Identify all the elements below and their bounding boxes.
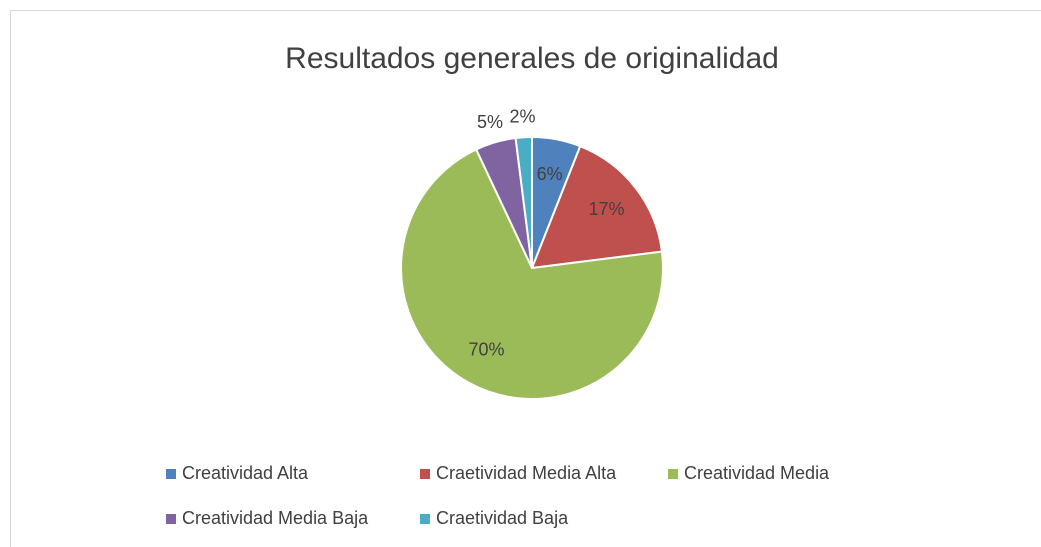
pie-slice [400, 148, 664, 400]
legend-label: Creatividad Media Baja [182, 508, 369, 528]
chart-title: Resultados generales de originalidad [285, 42, 779, 75]
legend-label: Craetividad Baja [436, 508, 569, 528]
pie-slice [514, 135, 533, 269]
legend-label: Creatividad Alta [182, 463, 309, 483]
data-label: 5% [477, 112, 503, 132]
legend-label: Craetividad Media Alta [436, 463, 617, 483]
data-label: 2% [510, 106, 536, 126]
legend-swatch [166, 469, 176, 479]
legend-swatch [420, 469, 430, 479]
legend-swatch [668, 469, 678, 479]
legend-swatch [166, 514, 176, 524]
data-label: 17% [589, 199, 625, 219]
pie-slice [530, 144, 664, 270]
data-label: 70% [469, 339, 505, 359]
legend-label: Creatividad Media [684, 463, 830, 483]
legend-swatch [420, 514, 430, 524]
data-label: 6% [537, 164, 563, 184]
